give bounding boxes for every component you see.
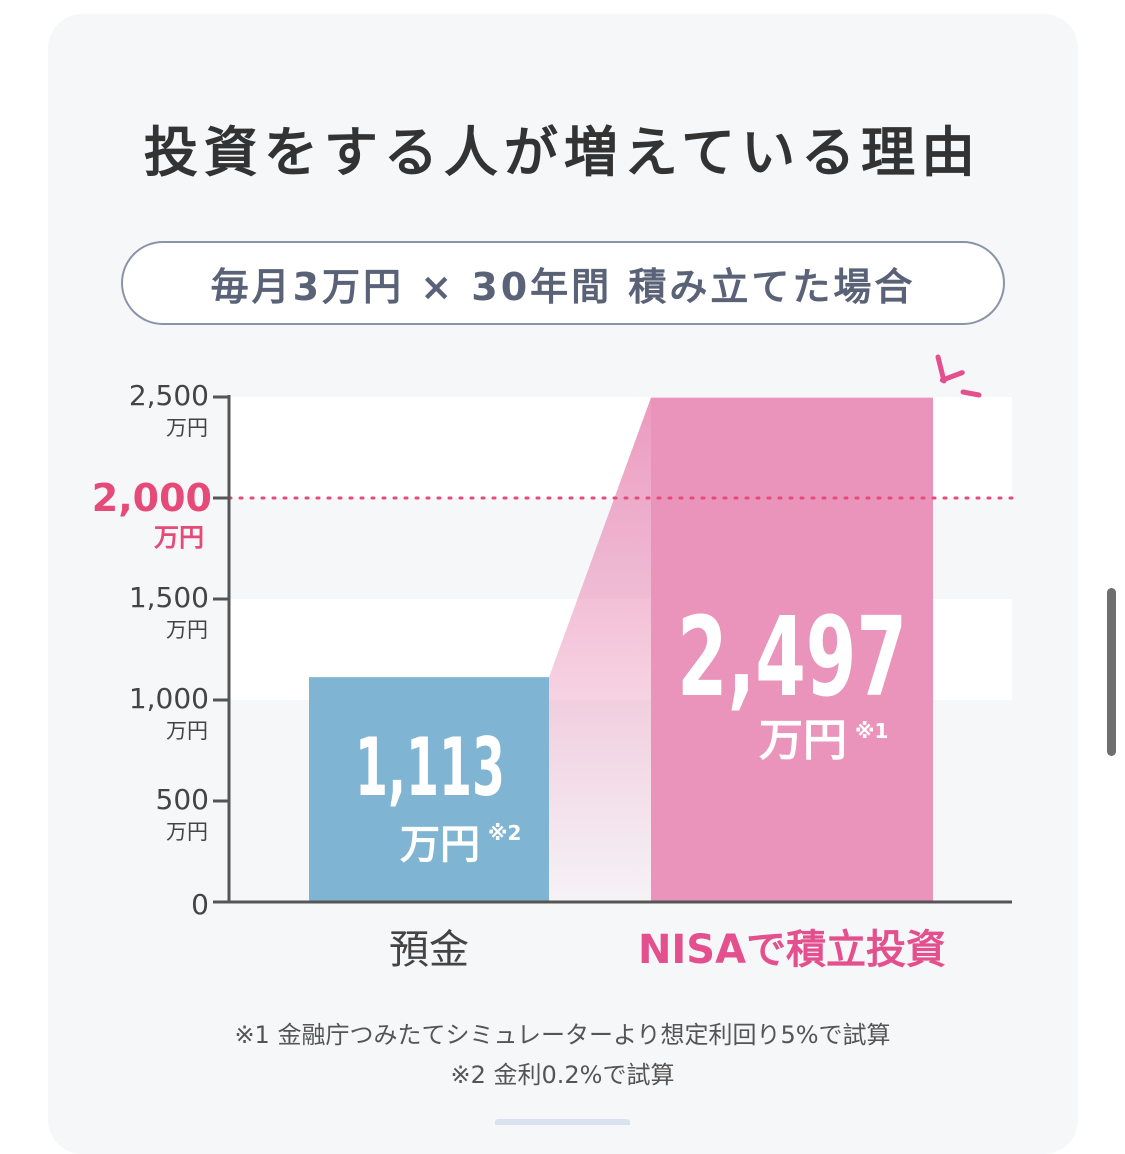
y-tick-label-3: 1,500	[129, 581, 209, 614]
scenario-text: 毎月3万円 × 30年間 積み立てた場合	[210, 264, 916, 309]
bar-1	[651, 397, 933, 902]
y-tick-unit-3: 万円	[166, 618, 208, 642]
category-label-1: NISAで積立投資	[638, 927, 946, 973]
bar-0	[309, 677, 549, 902]
bar-unit-1: 万円	[759, 715, 847, 766]
footnote-2: ※2 金利0.2%で試算	[450, 1061, 675, 1089]
bar-value-1: 2,497	[677, 593, 907, 721]
y-tick-unit-1: 万円	[166, 820, 208, 844]
category-label-0: 預金	[389, 927, 469, 973]
y-tick-label-0: 0	[191, 888, 209, 921]
bar-note-1: ※1	[855, 719, 888, 743]
footnote-1: ※1 金融庁つみたてシミュレーターより想定利回り5%で試算	[234, 1021, 891, 1049]
bar-unit-0: 万円	[400, 822, 480, 868]
threshold-label: 2,000	[92, 476, 212, 520]
next-section-tab[interactable]	[495, 1119, 630, 1125]
y-tick-label-1: 500	[156, 783, 209, 816]
sparkle-icon	[935, 354, 982, 398]
threshold-unit: 万円	[154, 523, 204, 552]
y-tick-unit-4: 万円	[166, 416, 208, 440]
y-tick-label-4: 2,500	[129, 379, 209, 412]
scrollbar[interactable]	[1107, 588, 1116, 756]
bar-note-0: ※2	[488, 821, 521, 845]
y-tick-unit-2: 万円	[166, 719, 208, 743]
scenario-pill: 毎月3万円 × 30年間 積み立てた場合	[121, 241, 1005, 325]
bar-value-0: 1,113	[355, 721, 505, 814]
y-tick-label-2: 1,000	[129, 682, 209, 715]
bar-chart: 0 500 万円 1,000 万円 1,500 万円 2,500 万円 2,000 万円 1,113 万…	[92, 354, 1018, 973]
bar-connector	[549, 397, 651, 902]
page-title: 投資をする人が増えている理由	[143, 121, 982, 184]
